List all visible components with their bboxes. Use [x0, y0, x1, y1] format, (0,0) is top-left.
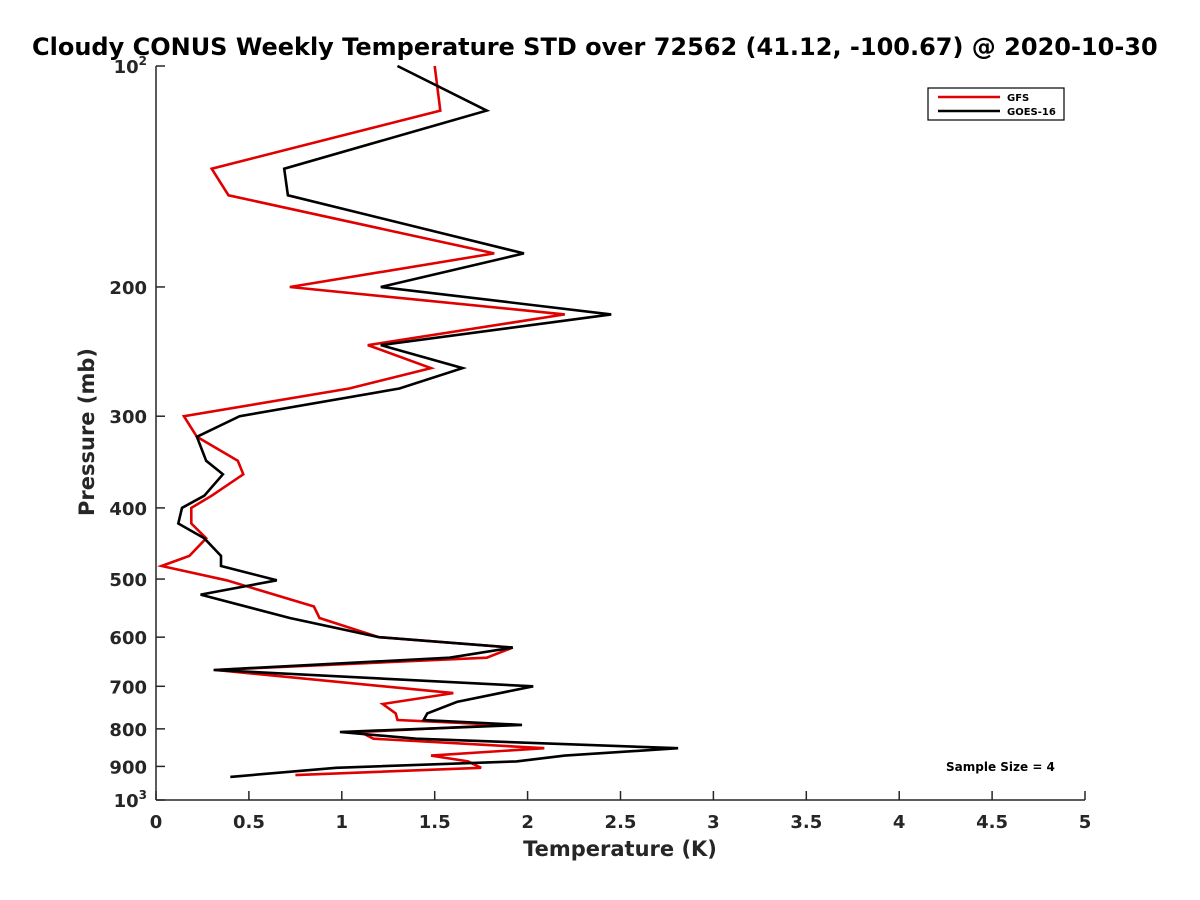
y-tick-label: 500: [109, 570, 147, 591]
x-tick-label: 1: [336, 812, 349, 833]
y-tick-label: 200: [109, 278, 147, 299]
y-tick-label: 600: [109, 628, 147, 649]
y-tick-base: 10: [114, 791, 139, 812]
x-tick-label: 2.5: [605, 812, 637, 833]
y-tick-base: 10: [114, 57, 139, 78]
x-tick-label: 4.5: [976, 812, 1008, 833]
y-tick-label: 900: [109, 757, 147, 778]
y-tick-label: 102: [114, 54, 147, 78]
x-tick-label: 2: [521, 812, 534, 833]
series-line-goes-16: [176, 64, 679, 779]
sample-size-annotation: Sample Size = 4: [946, 760, 1055, 774]
x-tick-label: 4: [893, 812, 906, 833]
y-tick-label: 300: [109, 407, 147, 428]
y-tick-exponent: 2: [139, 54, 147, 68]
legend-box: [927, 87, 1065, 121]
legend-label-goes16: GOES-16: [1007, 107, 1056, 118]
series-lines: [156, 64, 679, 779]
legend: GFS GOES-16: [927, 87, 1065, 121]
x-axis-label: Temperature (K): [523, 837, 717, 861]
chart-title: Cloudy CONUS Weekly Temperature STD over…: [32, 33, 1158, 61]
y-tick-label: 400: [109, 499, 147, 520]
legend-label-gfs: GFS: [1007, 93, 1029, 104]
y-axis-label: Pressure (mb): [75, 348, 99, 516]
x-tick-label: 5: [1079, 812, 1092, 833]
y-tick-exponent: 3: [139, 788, 147, 802]
y-tick-label: 700: [109, 677, 147, 698]
x-tick-label: 3.5: [790, 812, 822, 833]
x-tick-label: 1.5: [419, 812, 451, 833]
x-axis-ticks: 0 0.5 1 1.5 2 2.5 3 3.5 4 4.5 5: [150, 791, 1092, 833]
x-tick-label: 3: [707, 812, 720, 833]
y-tick-label: 800: [109, 720, 147, 741]
y-tick-label: 103: [114, 788, 147, 812]
x-tick-label: 0.5: [233, 812, 265, 833]
x-tick-label: 0: [150, 812, 163, 833]
